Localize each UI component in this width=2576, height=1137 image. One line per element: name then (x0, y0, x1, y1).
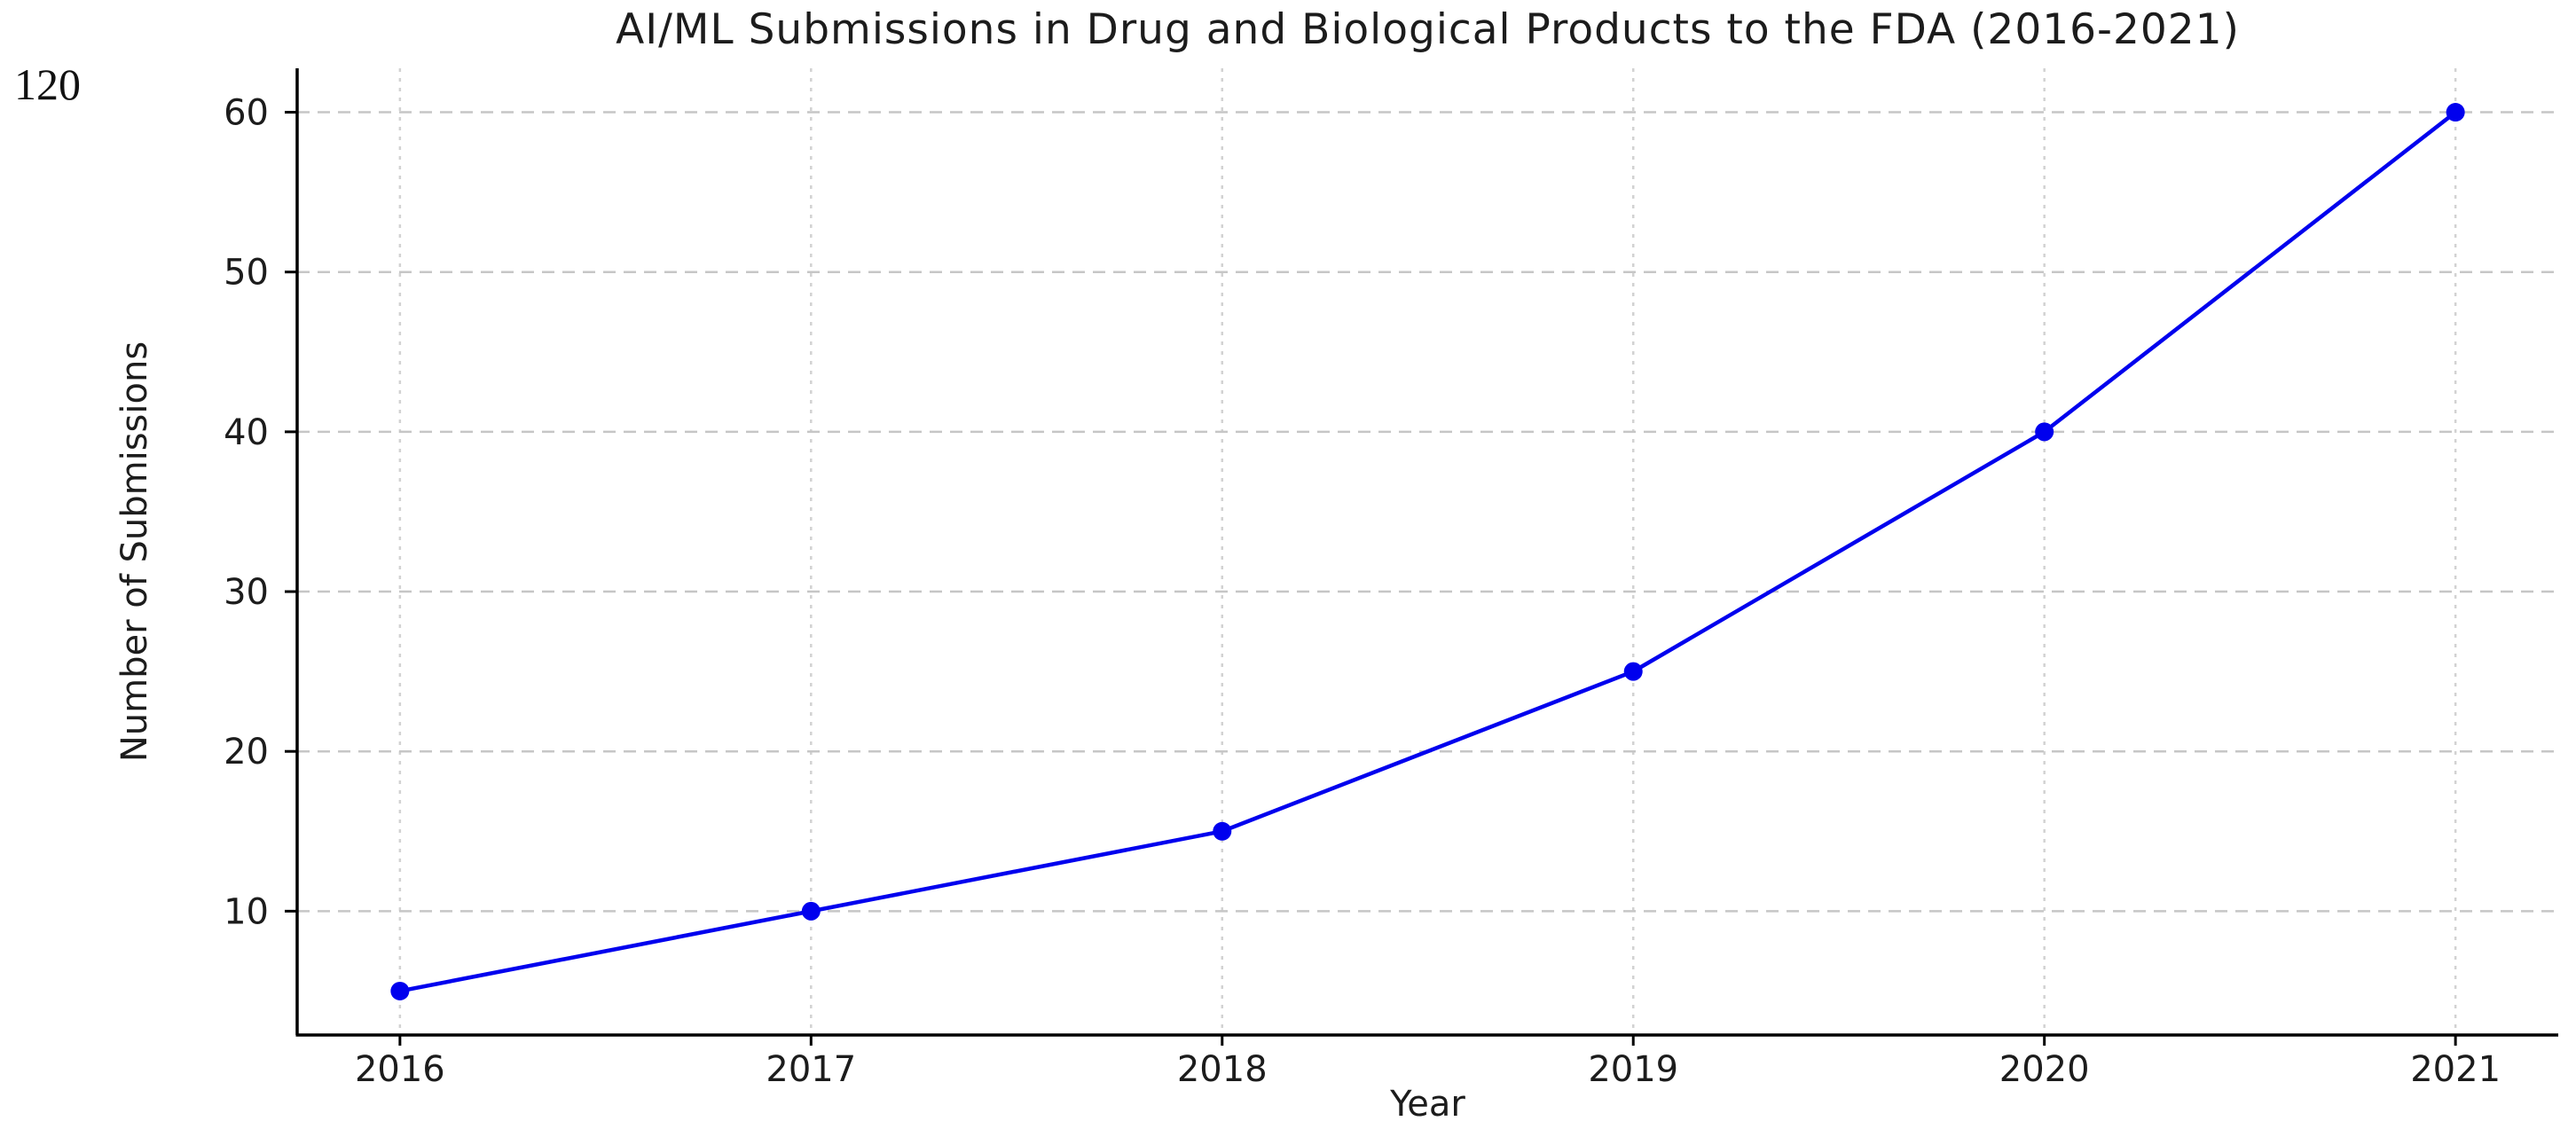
y-tick-label: 50 (224, 253, 269, 294)
x-tick-label: 2018 (1177, 1049, 1268, 1090)
y-tick-label: 30 (224, 572, 269, 613)
y-tick-label: 40 (224, 412, 269, 453)
data-point-marker (1213, 821, 1232, 841)
chart-title: AI/ML Submissions in Drug and Biological… (616, 5, 2240, 54)
data-point-marker (801, 901, 821, 921)
page-number: 120 (14, 59, 81, 109)
data-line (397, 110, 2458, 993)
x-tick-label: 2016 (355, 1049, 445, 1090)
x-axis-label: Year (1390, 1084, 1465, 1125)
y-tick-label: 60 (224, 93, 269, 134)
y-tick-label: 10 (224, 891, 269, 932)
data-point-marker (1623, 662, 1643, 681)
data-point-marker (2035, 422, 2054, 442)
y-tick-label: 20 (224, 732, 269, 772)
data-point-marker (390, 981, 410, 1000)
x-tick-label: 2019 (1588, 1049, 1678, 1090)
data-point-marker (2446, 103, 2465, 122)
x-tick-label: 2021 (2410, 1049, 2501, 1090)
x-tick-label: 2020 (1999, 1049, 2090, 1090)
x-tick-label: 2017 (766, 1049, 856, 1090)
